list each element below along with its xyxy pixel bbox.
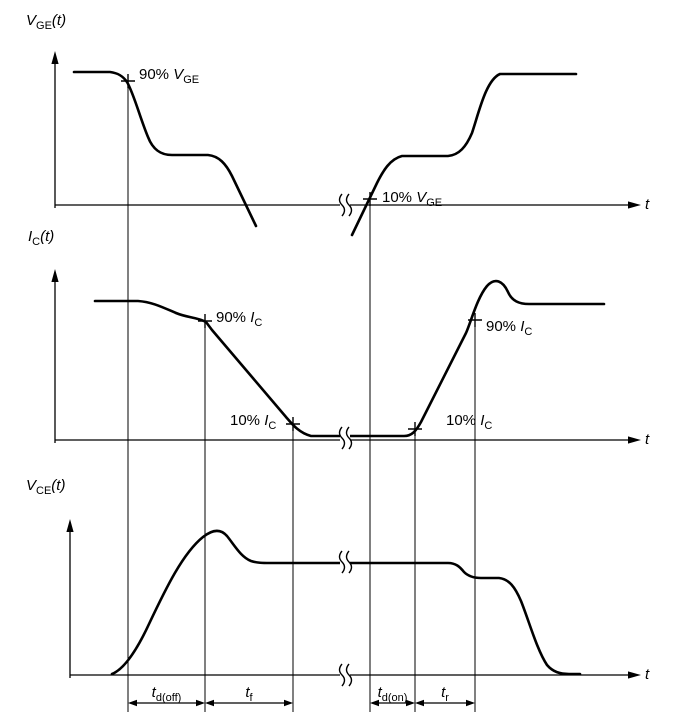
label-prefix: 90% <box>139 66 174 83</box>
vce-axis-label: VCE(t) <box>26 477 65 498</box>
label-subscript: f <box>249 692 253 704</box>
label-subscript: GE <box>36 20 52 32</box>
label-subscript: CE <box>36 485 52 497</box>
label-subscript: r <box>445 692 449 704</box>
label-subscript: GE <box>426 197 443 209</box>
label-prefix: 90% <box>486 318 521 335</box>
label-symbol: V <box>416 189 427 206</box>
tr-interval-label: tr <box>415 684 475 705</box>
vce-t-axis-arrow <box>628 671 641 679</box>
break-mask-vce-wave <box>340 554 350 570</box>
break-squiggle-ic-2 <box>345 426 353 450</box>
interval-arrows <box>128 699 475 707</box>
label-subscript: C <box>32 236 41 248</box>
label-subscript: C <box>268 420 277 432</box>
label-subscript: C <box>254 317 263 329</box>
label-symbol: I <box>480 412 485 429</box>
label-prefix: 10% <box>382 189 417 206</box>
break-mask-vge <box>340 197 350 213</box>
label-symbol: t <box>645 196 650 213</box>
tf-interval-label: tf <box>205 684 293 705</box>
label-symbol: t <box>377 684 382 701</box>
ic-y-axis-arrow <box>51 269 59 282</box>
td-on-arrow-right <box>406 699 415 707</box>
vge-t-axis-arrow <box>628 201 641 209</box>
break-squiggle-vge-2 <box>345 193 353 217</box>
label-symbol: I <box>28 228 33 245</box>
label-symbol: t <box>441 684 446 701</box>
label-suffix: (t) <box>51 477 66 494</box>
tr-arrow-right <box>466 699 475 707</box>
label-symbol: V <box>26 477 37 494</box>
marker-90ic-rise <box>468 313 482 327</box>
vge-falling-waveform <box>72 70 258 228</box>
ic-10-fall-annotation: 10% IC <box>230 412 276 433</box>
label-prefix: 10% <box>230 412 265 429</box>
tf-arrow-right <box>284 699 293 707</box>
break-mask-ic <box>340 430 350 446</box>
ic-axis-label: IC(t) <box>28 228 54 249</box>
label-subscript: C <box>524 326 533 338</box>
td-on-interval-label: td(on) <box>370 684 415 705</box>
ic-90-rise-annotation: 90% IC <box>486 318 532 339</box>
label-symbol: I <box>250 309 255 326</box>
waveforms <box>72 70 606 676</box>
vge-rising-waveform <box>350 72 578 237</box>
label-prefix: 90% <box>216 309 251 326</box>
td-off-arrow-right <box>196 699 205 707</box>
break-squiggle-vce-wave-2 <box>345 550 353 574</box>
ic-90-fall-annotation: 90% IC <box>216 309 262 330</box>
vge-90-annotation: 90% VGE <box>139 66 199 87</box>
axis-break-marks <box>338 193 353 687</box>
label-symbol: I <box>264 412 269 429</box>
label-subscript: C <box>484 420 493 432</box>
marker-10ic-fall <box>286 417 300 431</box>
vge-y-axis-arrow <box>51 51 59 64</box>
vce-waveform <box>110 529 582 676</box>
marker-10vge <box>363 192 377 206</box>
marker-10ic-rise <box>408 422 422 436</box>
label-subscript: GE <box>183 74 200 86</box>
ic-t-axis-arrow <box>628 436 641 444</box>
label-suffix: (t) <box>51 12 67 29</box>
td-off-interval-label: td(off) <box>128 684 205 705</box>
label-subscript: d(on) <box>381 692 408 704</box>
marker-90vge <box>121 74 135 88</box>
ic-10-rise-annotation: 10% IC <box>446 412 492 433</box>
label-subscript: d(off) <box>155 692 182 704</box>
timing-guide-lines <box>127 81 476 712</box>
vce-y-axis-arrow <box>66 519 74 532</box>
break-squiggle-vce-wave <box>338 550 346 574</box>
axes <box>51 51 641 679</box>
vge-10-annotation: 10% VGE <box>382 189 442 210</box>
break-squiggle-ic <box>338 426 346 450</box>
time-axis-label-top: t <box>645 196 649 213</box>
label-symbol: t <box>245 684 250 701</box>
ic-waveform <box>93 279 606 438</box>
label-prefix: 10% <box>446 412 481 429</box>
label-symbol: V <box>173 66 184 83</box>
time-axis-label-middle: t <box>645 431 649 448</box>
label-symbol: t <box>645 666 650 683</box>
vge-axis-label: VGE(t) <box>26 12 66 33</box>
marker-90ic-fall <box>198 314 212 328</box>
label-symbol: t <box>645 431 650 448</box>
label-symbol: t <box>151 684 156 701</box>
break-mask-vce-axis <box>340 667 350 683</box>
label-suffix: (t) <box>40 228 55 245</box>
td-off-arrow-left <box>128 699 137 707</box>
label-symbol: V <box>26 12 37 29</box>
level-markers <box>121 74 482 436</box>
label-symbol: I <box>520 318 525 335</box>
break-squiggle-vge <box>338 193 346 217</box>
tf-arrow-left <box>205 699 214 707</box>
tr-arrow-left <box>415 699 424 707</box>
time-axis-label-bottom: t <box>645 666 649 683</box>
break-squiggle-vce-axis <box>338 663 346 687</box>
break-squiggle-vce-axis-2 <box>345 663 353 687</box>
td-on-arrow-left <box>370 699 379 707</box>
